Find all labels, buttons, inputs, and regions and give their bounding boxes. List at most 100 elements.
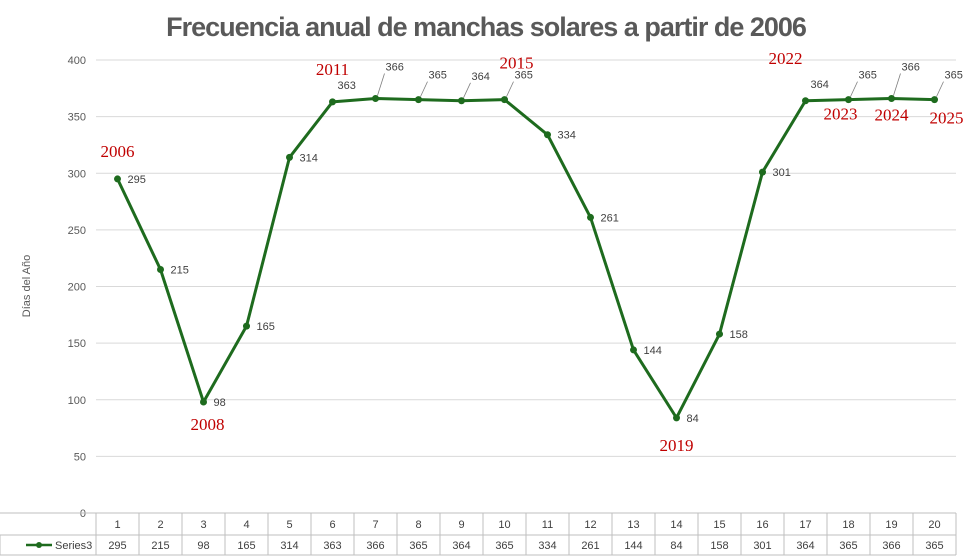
data-point-marker xyxy=(587,213,594,221)
table-cell-value: 334 xyxy=(538,540,556,552)
table-cell-value: 165 xyxy=(237,540,255,552)
data-point-marker xyxy=(673,414,680,422)
x-tick-label: 1 xyxy=(114,519,120,531)
data-label-leader xyxy=(893,73,901,96)
data-point-marker xyxy=(802,97,809,105)
y-tick-label: 400 xyxy=(68,55,86,67)
y-axis-label: Días del Año xyxy=(21,255,33,317)
x-tick-label: 19 xyxy=(885,519,897,531)
year-annotation: 2022 xyxy=(769,49,803,68)
data-label: 144 xyxy=(644,345,662,357)
data-label: 363 xyxy=(338,80,356,92)
data-point-marker xyxy=(286,153,293,161)
x-tick-label: 14 xyxy=(670,519,682,531)
data-label: 334 xyxy=(558,130,576,142)
table-cell-value: 363 xyxy=(323,540,341,552)
year-annotation: 2024 xyxy=(875,106,910,125)
series-line xyxy=(116,97,935,420)
data-label: 158 xyxy=(730,329,748,341)
data-point-marker xyxy=(544,131,551,139)
table-cell-value: 364 xyxy=(452,540,470,552)
table-cell-value: 158 xyxy=(710,540,728,552)
data-point-marker xyxy=(200,398,207,406)
data-label: 365 xyxy=(429,70,447,82)
data-label: 364 xyxy=(472,71,490,83)
year-annotation: 2011 xyxy=(316,60,349,79)
table-cell-value: 365 xyxy=(409,540,427,552)
data-point-marker xyxy=(415,96,422,104)
data-label: 261 xyxy=(601,212,619,224)
table-cell-value: 365 xyxy=(925,540,943,552)
gridlines xyxy=(96,59,956,457)
data-label: 301 xyxy=(773,167,791,179)
data-label: 314 xyxy=(300,152,318,164)
data-point-marker xyxy=(888,95,895,103)
table-cell-value: 365 xyxy=(495,540,513,552)
x-tick-label: 6 xyxy=(329,519,335,531)
table-cell-value: 261 xyxy=(581,540,599,552)
x-tick-label: 15 xyxy=(713,519,725,531)
data-table: 1 295 2 215 3 98 4 165 5 314 6 363 7 366 8 365 9 364 10 365… xyxy=(0,512,957,556)
series-line-group xyxy=(114,95,938,422)
y-tick-label: 300 xyxy=(68,168,86,180)
table-cell-value: 314 xyxy=(280,540,298,552)
table-cell-value: 364 xyxy=(796,540,814,552)
y-tick-label: 250 xyxy=(68,225,86,237)
data-label: 364 xyxy=(811,79,829,91)
data-label: 365 xyxy=(945,70,963,82)
year-annotations: 2006 2008 2011 2015 2019 2022 2023 2024 2025 xyxy=(101,49,964,455)
data-point-marker xyxy=(845,96,852,104)
data-label-leader xyxy=(463,82,471,98)
data-point-marker xyxy=(630,346,637,354)
table-cell-value: 365 xyxy=(839,540,857,552)
data-label: 215 xyxy=(171,265,189,277)
year-annotation: 2023 xyxy=(824,105,858,124)
y-tick-label: 350 xyxy=(68,112,86,124)
data-label: 366 xyxy=(386,62,404,74)
data-point-marker xyxy=(716,330,723,338)
data-point-marker xyxy=(372,95,379,103)
table-cell-value: 366 xyxy=(366,540,384,552)
data-label-leader xyxy=(506,81,514,97)
data-point-marker xyxy=(759,168,766,176)
table-cell-value: 144 xyxy=(624,540,642,552)
year-annotation: 2006 xyxy=(101,142,135,161)
x-tick-label: 5 xyxy=(286,519,292,531)
data-point-marker xyxy=(931,96,938,104)
data-label-leader xyxy=(850,81,858,97)
y-tick-label: 100 xyxy=(68,395,86,407)
data-label: 366 xyxy=(902,62,920,74)
y-axis-ticks: 0 50 100 150 200 250 300 350 400 xyxy=(68,55,86,520)
table-cell-value: 84 xyxy=(670,540,682,552)
x-tick-label: 8 xyxy=(415,519,421,531)
table-cell-value: 366 xyxy=(882,540,900,552)
data-point-marker xyxy=(243,322,250,330)
x-tick-label: 3 xyxy=(200,519,206,531)
x-tick-label: 4 xyxy=(243,519,249,531)
x-tick-label: 11 xyxy=(542,519,553,531)
data-point-marker xyxy=(329,98,336,106)
legend-series-name: Series3 xyxy=(55,540,92,552)
legend-marker-key xyxy=(36,542,42,548)
data-point-marker xyxy=(458,97,465,105)
table-cell-value: 98 xyxy=(197,540,209,552)
data-label-leader xyxy=(420,81,428,97)
x-tick-label: 17 xyxy=(799,519,811,531)
data-point-marker xyxy=(157,266,164,274)
y-tick-label: 150 xyxy=(68,338,86,350)
y-tick-label: 200 xyxy=(68,282,86,294)
x-tick-label: 13 xyxy=(627,519,639,531)
data-label: 295 xyxy=(128,174,146,186)
year-annotation: 2008 xyxy=(191,415,225,434)
x-tick-label: 12 xyxy=(584,519,596,531)
year-annotation: 2015 xyxy=(500,54,534,73)
data-label-leader xyxy=(377,73,385,96)
x-tick-label: 20 xyxy=(928,519,940,531)
data-label: 84 xyxy=(687,413,699,425)
data-labels: 295 215 98 165 314 363 366 365 364 365 334 261 144 84… xyxy=(128,62,963,425)
chart-title: Frecuencia anual de manchas solares a pa… xyxy=(166,12,807,42)
table-cell-value: 301 xyxy=(753,540,771,552)
y-tick-label: 50 xyxy=(74,451,86,463)
x-tick-label: 10 xyxy=(498,519,510,531)
data-label: 365 xyxy=(859,70,877,82)
